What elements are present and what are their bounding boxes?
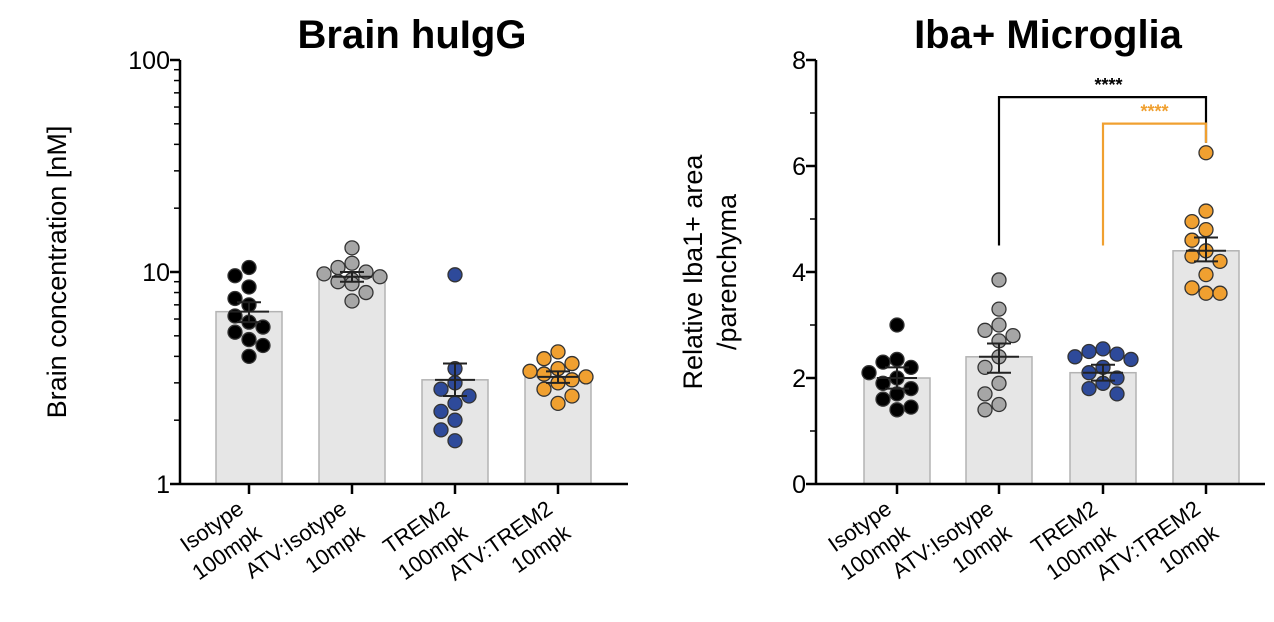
data-point <box>241 331 257 348</box>
data-point <box>344 255 360 271</box>
data-point <box>522 363 538 379</box>
data-point <box>1081 343 1097 360</box>
data-point <box>433 381 449 397</box>
data-point <box>977 386 993 402</box>
chart-title: Brain huIgG <box>298 13 527 57</box>
data-point <box>1198 266 1214 283</box>
y-tick-label: 6 <box>792 153 806 181</box>
data-point <box>344 293 360 309</box>
data-point <box>977 402 993 418</box>
data-point <box>991 396 1007 413</box>
data-point <box>372 269 388 285</box>
data-point <box>875 354 891 370</box>
data-point <box>241 279 257 295</box>
data-point <box>550 395 566 412</box>
data-point <box>977 359 993 376</box>
data-point <box>433 422 449 438</box>
data-point <box>447 395 463 412</box>
brain-huigg-chart: Brain huIgG Brain concentration [nM] 1 10… <box>42 13 628 586</box>
data-point <box>564 388 580 404</box>
data-point <box>903 399 919 415</box>
data-point <box>227 290 243 307</box>
data-point <box>1081 380 1097 397</box>
data-point <box>447 412 463 428</box>
data-point <box>991 317 1007 333</box>
data-point <box>536 366 552 382</box>
data-point <box>344 240 360 256</box>
data-point <box>1198 221 1214 238</box>
y-axis-label-line2: /parenchyma <box>712 193 742 350</box>
y-tick-label: 4 <box>792 259 806 287</box>
data-point <box>1184 232 1200 248</box>
data-point <box>358 284 374 301</box>
data-point <box>889 351 905 368</box>
data-point <box>241 348 257 365</box>
data-point <box>1212 285 1228 301</box>
significance-bracket <box>1101 122 1208 246</box>
data-point <box>536 351 552 367</box>
data-point <box>255 319 271 335</box>
data-point <box>1095 341 1111 357</box>
data-point <box>1184 280 1200 296</box>
data-point <box>1005 327 1021 344</box>
y-tick-label: 1 <box>156 471 170 499</box>
data-point <box>433 403 449 420</box>
data-point <box>1067 349 1083 365</box>
data-point <box>991 272 1007 288</box>
y-tick-label: 0 <box>792 471 806 499</box>
data-point <box>316 266 332 282</box>
y-tick-label: 8 <box>792 47 806 75</box>
bar <box>524 376 592 485</box>
chart-title: Iba+ Microglia <box>914 13 1183 57</box>
data-point <box>875 391 891 407</box>
data-point <box>227 324 243 340</box>
data-point <box>1123 351 1139 368</box>
data-point <box>447 433 463 449</box>
data-point <box>875 375 891 391</box>
data-point <box>1198 203 1214 219</box>
data-point <box>991 375 1007 391</box>
significance-bracket <box>997 96 1208 246</box>
data-point <box>564 355 580 372</box>
data-point <box>1198 285 1214 301</box>
data-point <box>564 372 580 388</box>
data-point <box>1184 213 1200 230</box>
y-tick-label: 100 <box>128 47 170 75</box>
data-point <box>241 259 257 276</box>
y-tick-label: 10 <box>142 259 170 287</box>
significance-label: **** <box>1140 102 1168 122</box>
significance-label: **** <box>1094 75 1122 95</box>
data-point <box>1184 248 1200 264</box>
data-point <box>991 301 1007 317</box>
data-point <box>255 337 271 354</box>
iba-microglia-chart: Iba+ Microglia Relative Iba1+ area /pare… <box>678 13 1265 586</box>
y-axis-label: Brain concentration [nM] <box>42 126 72 419</box>
data-point <box>447 267 463 283</box>
data-point <box>578 369 594 385</box>
data-point <box>227 268 243 284</box>
y-tick-label: 2 <box>792 365 806 393</box>
data-point <box>550 344 566 360</box>
data-point <box>1109 346 1125 362</box>
data-point <box>536 381 552 397</box>
data-point <box>861 365 877 381</box>
data-point <box>1198 145 1214 161</box>
data-point <box>889 402 905 418</box>
data-point <box>977 322 993 338</box>
data-point <box>1109 386 1125 402</box>
data-point <box>889 317 905 333</box>
bar <box>318 275 386 485</box>
y-axis-label-line1: Relative Iba1+ area <box>678 154 708 390</box>
